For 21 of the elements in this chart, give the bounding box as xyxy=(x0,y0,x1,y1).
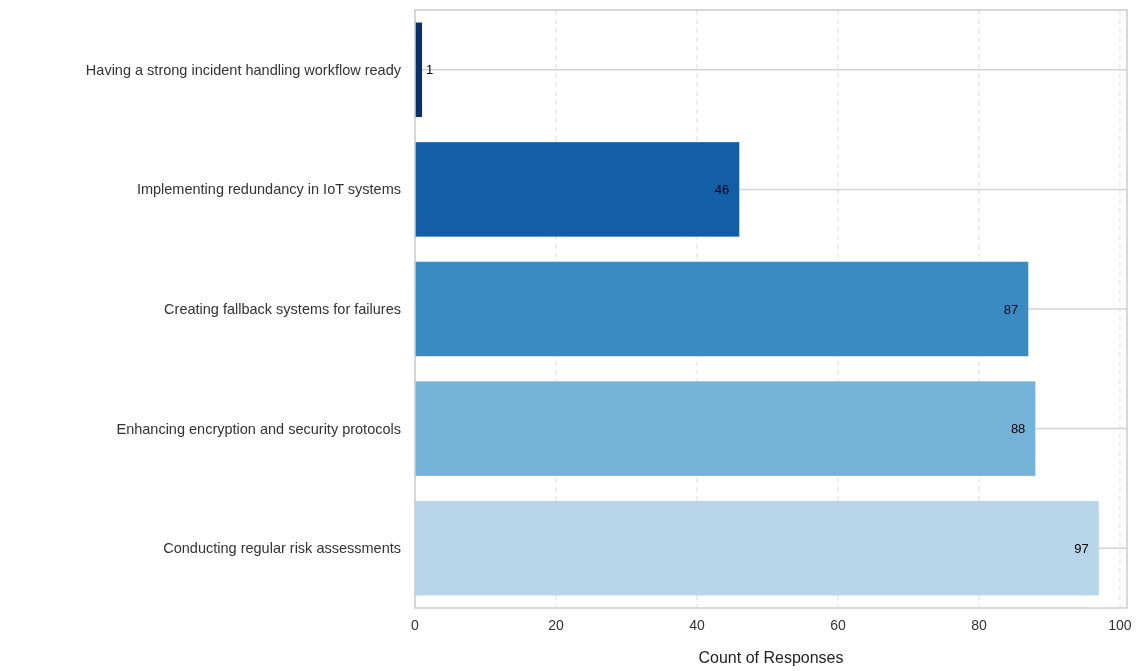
bar xyxy=(415,261,1029,357)
y-tick-label: Implementing redundancy in IoT systems xyxy=(136,181,401,198)
y-tick-label: Having a strong incident handling workflow ready xyxy=(85,61,402,78)
bar xyxy=(415,500,1099,596)
y-tick-label: Enhancing encryption and security protocols xyxy=(116,420,401,437)
x-tick-label: 20 xyxy=(548,617,564,633)
data-label: 46 xyxy=(714,181,730,197)
x-tick-label: 60 xyxy=(830,617,846,633)
data-label: 88 xyxy=(1010,421,1026,437)
bar xyxy=(415,142,740,237)
data-label: 1 xyxy=(426,62,434,78)
y-tick-label: Conducting regular risk assessments xyxy=(163,540,401,557)
x-tick-label: 100 xyxy=(1108,617,1132,633)
x-axis-title: Count of Responses xyxy=(698,649,844,666)
x-tick-label: 40 xyxy=(689,617,705,633)
data-label: 87 xyxy=(1003,301,1019,317)
bar xyxy=(415,381,1036,476)
x-tick-label: 80 xyxy=(971,617,987,633)
data-label: 97 xyxy=(1074,540,1089,556)
x-tick-label: 0 xyxy=(411,617,420,633)
y-tick-label: Creating fallback systems for failures xyxy=(164,301,401,317)
